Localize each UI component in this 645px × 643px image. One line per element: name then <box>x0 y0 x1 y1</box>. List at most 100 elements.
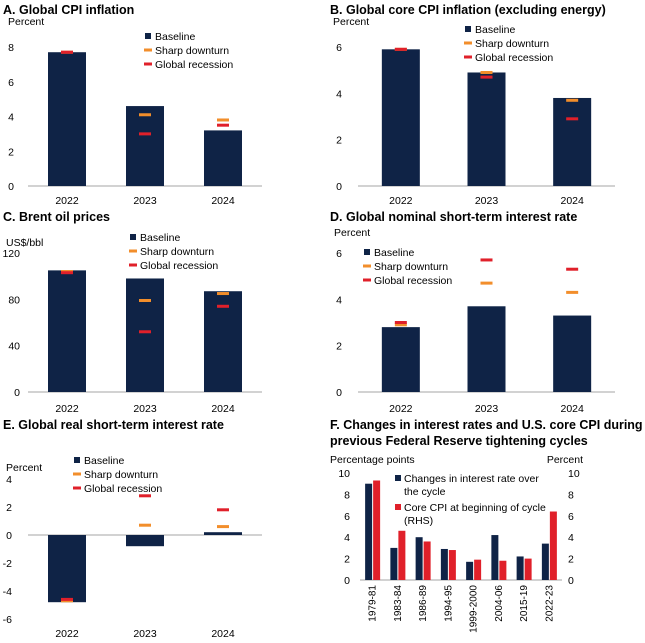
legend-swatch-baseline <box>364 249 370 255</box>
panel-a: A. Global CPI inflation Percent 0 2 4 6 8 2022… <box>0 0 320 212</box>
baseline-bar <box>204 291 242 392</box>
legend-swatch-recession <box>363 278 371 282</box>
interest-rate-change-bar <box>365 483 373 580</box>
y-tick-label: 0 <box>336 181 342 193</box>
legend-swatch-recession <box>144 62 152 66</box>
x-tick-label: 2023 <box>475 195 499 207</box>
sharp-downturn-marker <box>566 290 579 294</box>
legend-label: Sharp downturn <box>475 38 549 50</box>
sharp-downturn-marker <box>480 70 493 74</box>
y-tick-label-right: 6 <box>568 511 574 523</box>
y-tick-label: -2 <box>3 558 12 570</box>
global-recession-marker <box>217 123 229 127</box>
legend-label: Baseline <box>140 232 180 244</box>
panel-b-title: B. Global core CPI inflation (excluding … <box>330 3 606 17</box>
y-tick-label: 80 <box>8 294 20 306</box>
x-tick-label: 2015-19 <box>519 585 530 622</box>
x-tick-label: 2022 <box>389 195 413 207</box>
legend-label: Global recession <box>475 52 553 64</box>
x-tick-label: 2022 <box>55 403 79 415</box>
global-recession-marker <box>139 330 151 334</box>
legend-label: Global recession <box>84 483 162 495</box>
panel-f: F. Changes in interest rates and U.S. co… <box>330 418 645 643</box>
legend-swatch-baseline <box>465 26 471 32</box>
y-tick-label: -4 <box>3 586 12 598</box>
x-tick-label: 1986-89 <box>418 585 429 622</box>
y-tick-label-left: 6 <box>344 511 350 523</box>
y-axis-unit: Percent <box>6 462 42 474</box>
x-tick-label: 2022 <box>55 195 79 207</box>
baseline-bar <box>381 327 420 392</box>
interest-rate-change-bar <box>516 556 524 580</box>
y-tick-label: -6 <box>3 614 12 626</box>
legend-label: (RHS) <box>404 515 433 527</box>
sharp-downturn-marker <box>217 525 229 529</box>
global-recession-marker <box>566 117 579 121</box>
y-tick-label: 4 <box>336 294 342 306</box>
panel-d-chart: Percent 0 2 4 6 2022 2023 2024 Baseline Sharp dow… <box>334 227 615 415</box>
baseline-bar <box>467 306 506 392</box>
panel-a-chart: Percent 0 2 4 6 8 2022 2023 2024 Baseline Sharp do… <box>8 16 262 207</box>
y-tick-label: 6 <box>8 77 14 89</box>
y-tick-label: 4 <box>8 112 14 124</box>
interest-rate-change-bar <box>491 535 499 580</box>
global-recession-marker <box>139 494 151 498</box>
global-recession-marker <box>480 258 493 262</box>
sharp-downturn-marker <box>139 523 151 527</box>
y-tick-label-left: 4 <box>344 532 350 544</box>
y-tick-label: 2 <box>8 146 14 158</box>
legend-label: Sharp downturn <box>84 469 158 481</box>
y-tick-label: 2 <box>336 135 342 147</box>
baseline-bar <box>126 535 164 547</box>
x-tick-label: 2004-06 <box>494 585 505 622</box>
panel-c: C. Brent oil prices US$/bbl 0 40 80 120 2022 2… <box>0 210 320 420</box>
panel-f-title-line2: previous Federal Reserve tightening cycl… <box>330 434 588 448</box>
x-tick-label: 1983-84 <box>393 585 404 622</box>
legend-label: Baseline <box>374 247 414 259</box>
y-tick-label-right: 8 <box>568 489 574 501</box>
sharp-downturn-marker <box>139 298 151 302</box>
baseline-bar <box>48 52 86 187</box>
y-axis-unit: Percent <box>333 16 369 28</box>
y-tick-label: 120 <box>2 248 20 260</box>
panel-f-chart: Percentage points Percent 0 2 4 6 8 10 0 2 4 6 8 10 19… <box>330 454 583 633</box>
core-cpi-bar <box>549 511 557 580</box>
x-tick-label: 2022 <box>389 403 413 415</box>
x-tick-label: 1979-81 <box>368 585 379 622</box>
interest-rate-change-bar <box>390 547 398 580</box>
y-tick-label: 4 <box>6 474 12 486</box>
legend-swatch-baseline <box>130 234 136 240</box>
baseline-bar <box>553 97 592 186</box>
global-recession-marker <box>394 321 407 324</box>
legend-swatch-rates <box>395 475 401 481</box>
interest-rate-change-bar <box>466 561 474 580</box>
x-tick-label: 2024 <box>211 195 235 207</box>
legend-swatch-baseline <box>145 33 151 39</box>
y-axis-unit: US$/bbl <box>6 237 43 249</box>
x-tick-label: 2023 <box>475 403 499 415</box>
global-recession-marker <box>61 597 73 601</box>
legend-swatch-recession <box>129 263 137 267</box>
legend-swatch-downturn <box>73 472 81 476</box>
legend-swatch-downturn <box>464 41 472 45</box>
core-cpi-bar <box>474 559 482 580</box>
y-tick-label: 2 <box>336 341 342 353</box>
baseline-bar <box>126 278 164 392</box>
baseline-bar <box>48 535 86 603</box>
core-cpi-bar <box>499 560 507 580</box>
global-recession-marker <box>139 132 151 136</box>
sharp-downturn-marker <box>217 118 229 122</box>
legend-label: the cycle <box>404 486 446 498</box>
legend-label: Baseline <box>155 31 195 43</box>
legend-label: Baseline <box>84 455 124 467</box>
global-recession-marker <box>217 304 229 308</box>
sharp-downturn-marker <box>480 281 493 285</box>
panel-c-title: C. Brent oil prices <box>3 210 110 224</box>
panel-e-title: E. Global real short-term interest rate <box>3 418 224 432</box>
legend-swatch-recession <box>73 486 81 490</box>
x-tick-label: 2023 <box>133 628 157 640</box>
panel-d: D. Global nominal short-term interest ra… <box>330 210 645 420</box>
legend-label: Sharp downturn <box>155 45 229 57</box>
panel-b-chart: Percent 0 2 4 6 2022 2023 2024 Baseline Sharp dow… <box>333 16 615 207</box>
y-tick-label: 6 <box>336 248 342 260</box>
